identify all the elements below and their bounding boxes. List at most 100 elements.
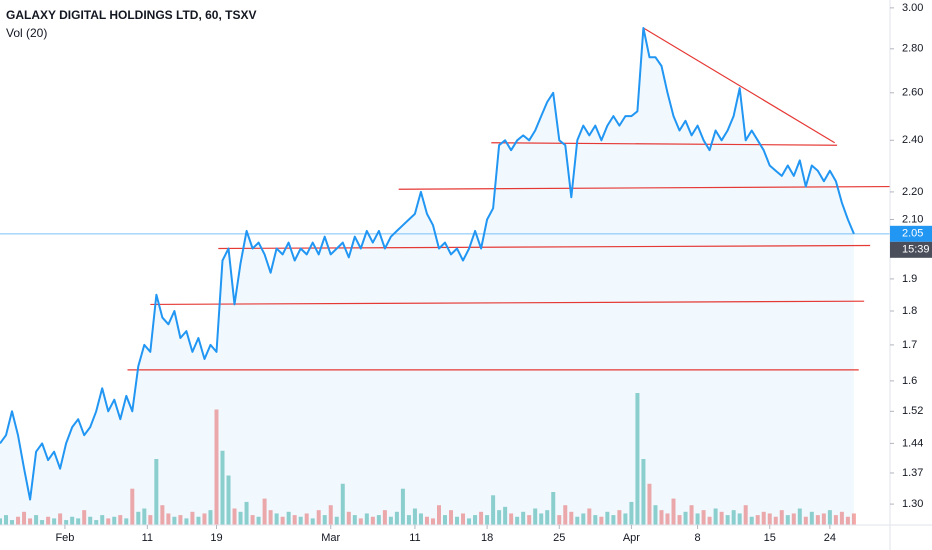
volume-bar	[575, 516, 580, 525]
volume-bar	[461, 513, 466, 525]
volume-bar	[731, 510, 736, 525]
volume-bar	[340, 483, 345, 525]
volume-bar	[166, 513, 171, 525]
volume-bar	[671, 498, 676, 525]
volume-bar	[316, 510, 321, 525]
trend-line	[218, 244, 871, 250]
volume-bar	[845, 516, 850, 525]
volume-bar	[298, 516, 303, 525]
volume-bar	[809, 511, 814, 525]
y-tick-label: 1.30	[902, 498, 923, 510]
volume-bar	[707, 516, 712, 525]
volume-bar	[551, 492, 556, 525]
volume-bar	[70, 516, 75, 525]
volume-bar	[521, 511, 526, 525]
volume-bar	[40, 520, 45, 525]
volume-bar	[28, 518, 33, 525]
volume-bar	[172, 516, 177, 525]
volume-bar	[473, 515, 478, 525]
volume-bar	[400, 488, 405, 525]
volume-bar	[569, 511, 574, 525]
volume-bar	[148, 515, 153, 525]
volume-bar	[509, 513, 514, 525]
volume-bar	[581, 513, 586, 525]
volume-bar	[184, 518, 189, 525]
volume-bar	[617, 510, 622, 525]
volume-label: Vol (20)	[6, 26, 47, 40]
volume-bar	[412, 508, 417, 525]
volume-bar	[226, 475, 231, 525]
volume-bar	[334, 516, 339, 525]
volume-bar	[605, 511, 610, 525]
volume-bar	[418, 513, 423, 525]
volume-bar	[479, 511, 484, 525]
volume-bar	[761, 511, 766, 525]
x-tick-label: 24	[824, 532, 836, 544]
volume-bar	[352, 515, 357, 525]
volume-bar	[659, 510, 664, 525]
trend-line	[491, 142, 838, 146]
volume-bar	[232, 508, 237, 525]
volume-bar	[82, 510, 87, 525]
volume-bar	[827, 510, 832, 525]
volume-bar	[455, 516, 460, 525]
volume-bar	[52, 518, 57, 525]
x-tick-label: 11	[142, 532, 153, 544]
volume-bar	[118, 515, 123, 525]
volume-bar	[178, 515, 183, 525]
volume-bar	[250, 515, 255, 525]
x-tick-label: Mar	[321, 532, 340, 544]
volume-bar	[755, 515, 760, 525]
volume-bar	[94, 520, 99, 525]
volume-bar	[0, 518, 2, 525]
y-tick-label: 1.37	[902, 467, 923, 479]
volume-bar	[202, 513, 207, 525]
volume-bar	[262, 498, 267, 525]
volume-bar	[364, 513, 369, 525]
volume-bar	[839, 511, 844, 525]
volume-bar	[64, 520, 69, 525]
volume-bar	[797, 508, 802, 525]
y-tick-label: 2.40	[902, 134, 923, 146]
volume-bar	[244, 501, 249, 525]
volume-bar	[635, 393, 640, 525]
volume-bar	[124, 518, 129, 525]
volume-bar	[545, 510, 550, 525]
x-tick-label: Feb	[55, 532, 74, 544]
volume-bar	[376, 515, 381, 525]
volume-bar	[623, 513, 628, 525]
volume-bar	[791, 513, 796, 525]
volume-bar	[683, 511, 688, 525]
volume-bar	[328, 505, 333, 525]
x-tick-label: 19	[210, 532, 222, 544]
volume-bar	[4, 515, 9, 525]
volume-bar	[677, 515, 682, 525]
volume-bar	[256, 516, 261, 525]
volume-bar	[851, 513, 856, 525]
price-area	[0, 28, 854, 525]
volume-bar	[268, 510, 273, 525]
last-price-box	[890, 225, 932, 242]
y-tick-label: 2.60	[902, 87, 923, 99]
volume-bar	[220, 450, 225, 525]
volume-bar	[274, 513, 279, 525]
volume-bar	[695, 513, 700, 525]
volume-bar	[737, 513, 742, 525]
volume-bar	[647, 483, 652, 525]
volume-bar	[665, 513, 670, 525]
trend-line	[643, 27, 835, 144]
y-tick-label: 2.20	[902, 186, 923, 198]
y-tick-label: 2.80	[902, 43, 923, 55]
volume-bar	[424, 516, 429, 525]
volume-bar	[539, 513, 544, 525]
volume-bar	[130, 488, 135, 525]
volume-bar	[208, 510, 213, 525]
volume-bar	[821, 513, 826, 525]
volume-bar	[358, 518, 363, 525]
y-tick-label: 1.44	[902, 437, 923, 449]
volume-bar	[803, 516, 808, 525]
volume-bar	[641, 459, 646, 525]
volume-bar	[370, 516, 375, 525]
volume-bar	[16, 516, 21, 525]
chart-title: GALAXY DIGITAL HOLDINGS LTD, 60, TSXV	[6, 8, 256, 22]
